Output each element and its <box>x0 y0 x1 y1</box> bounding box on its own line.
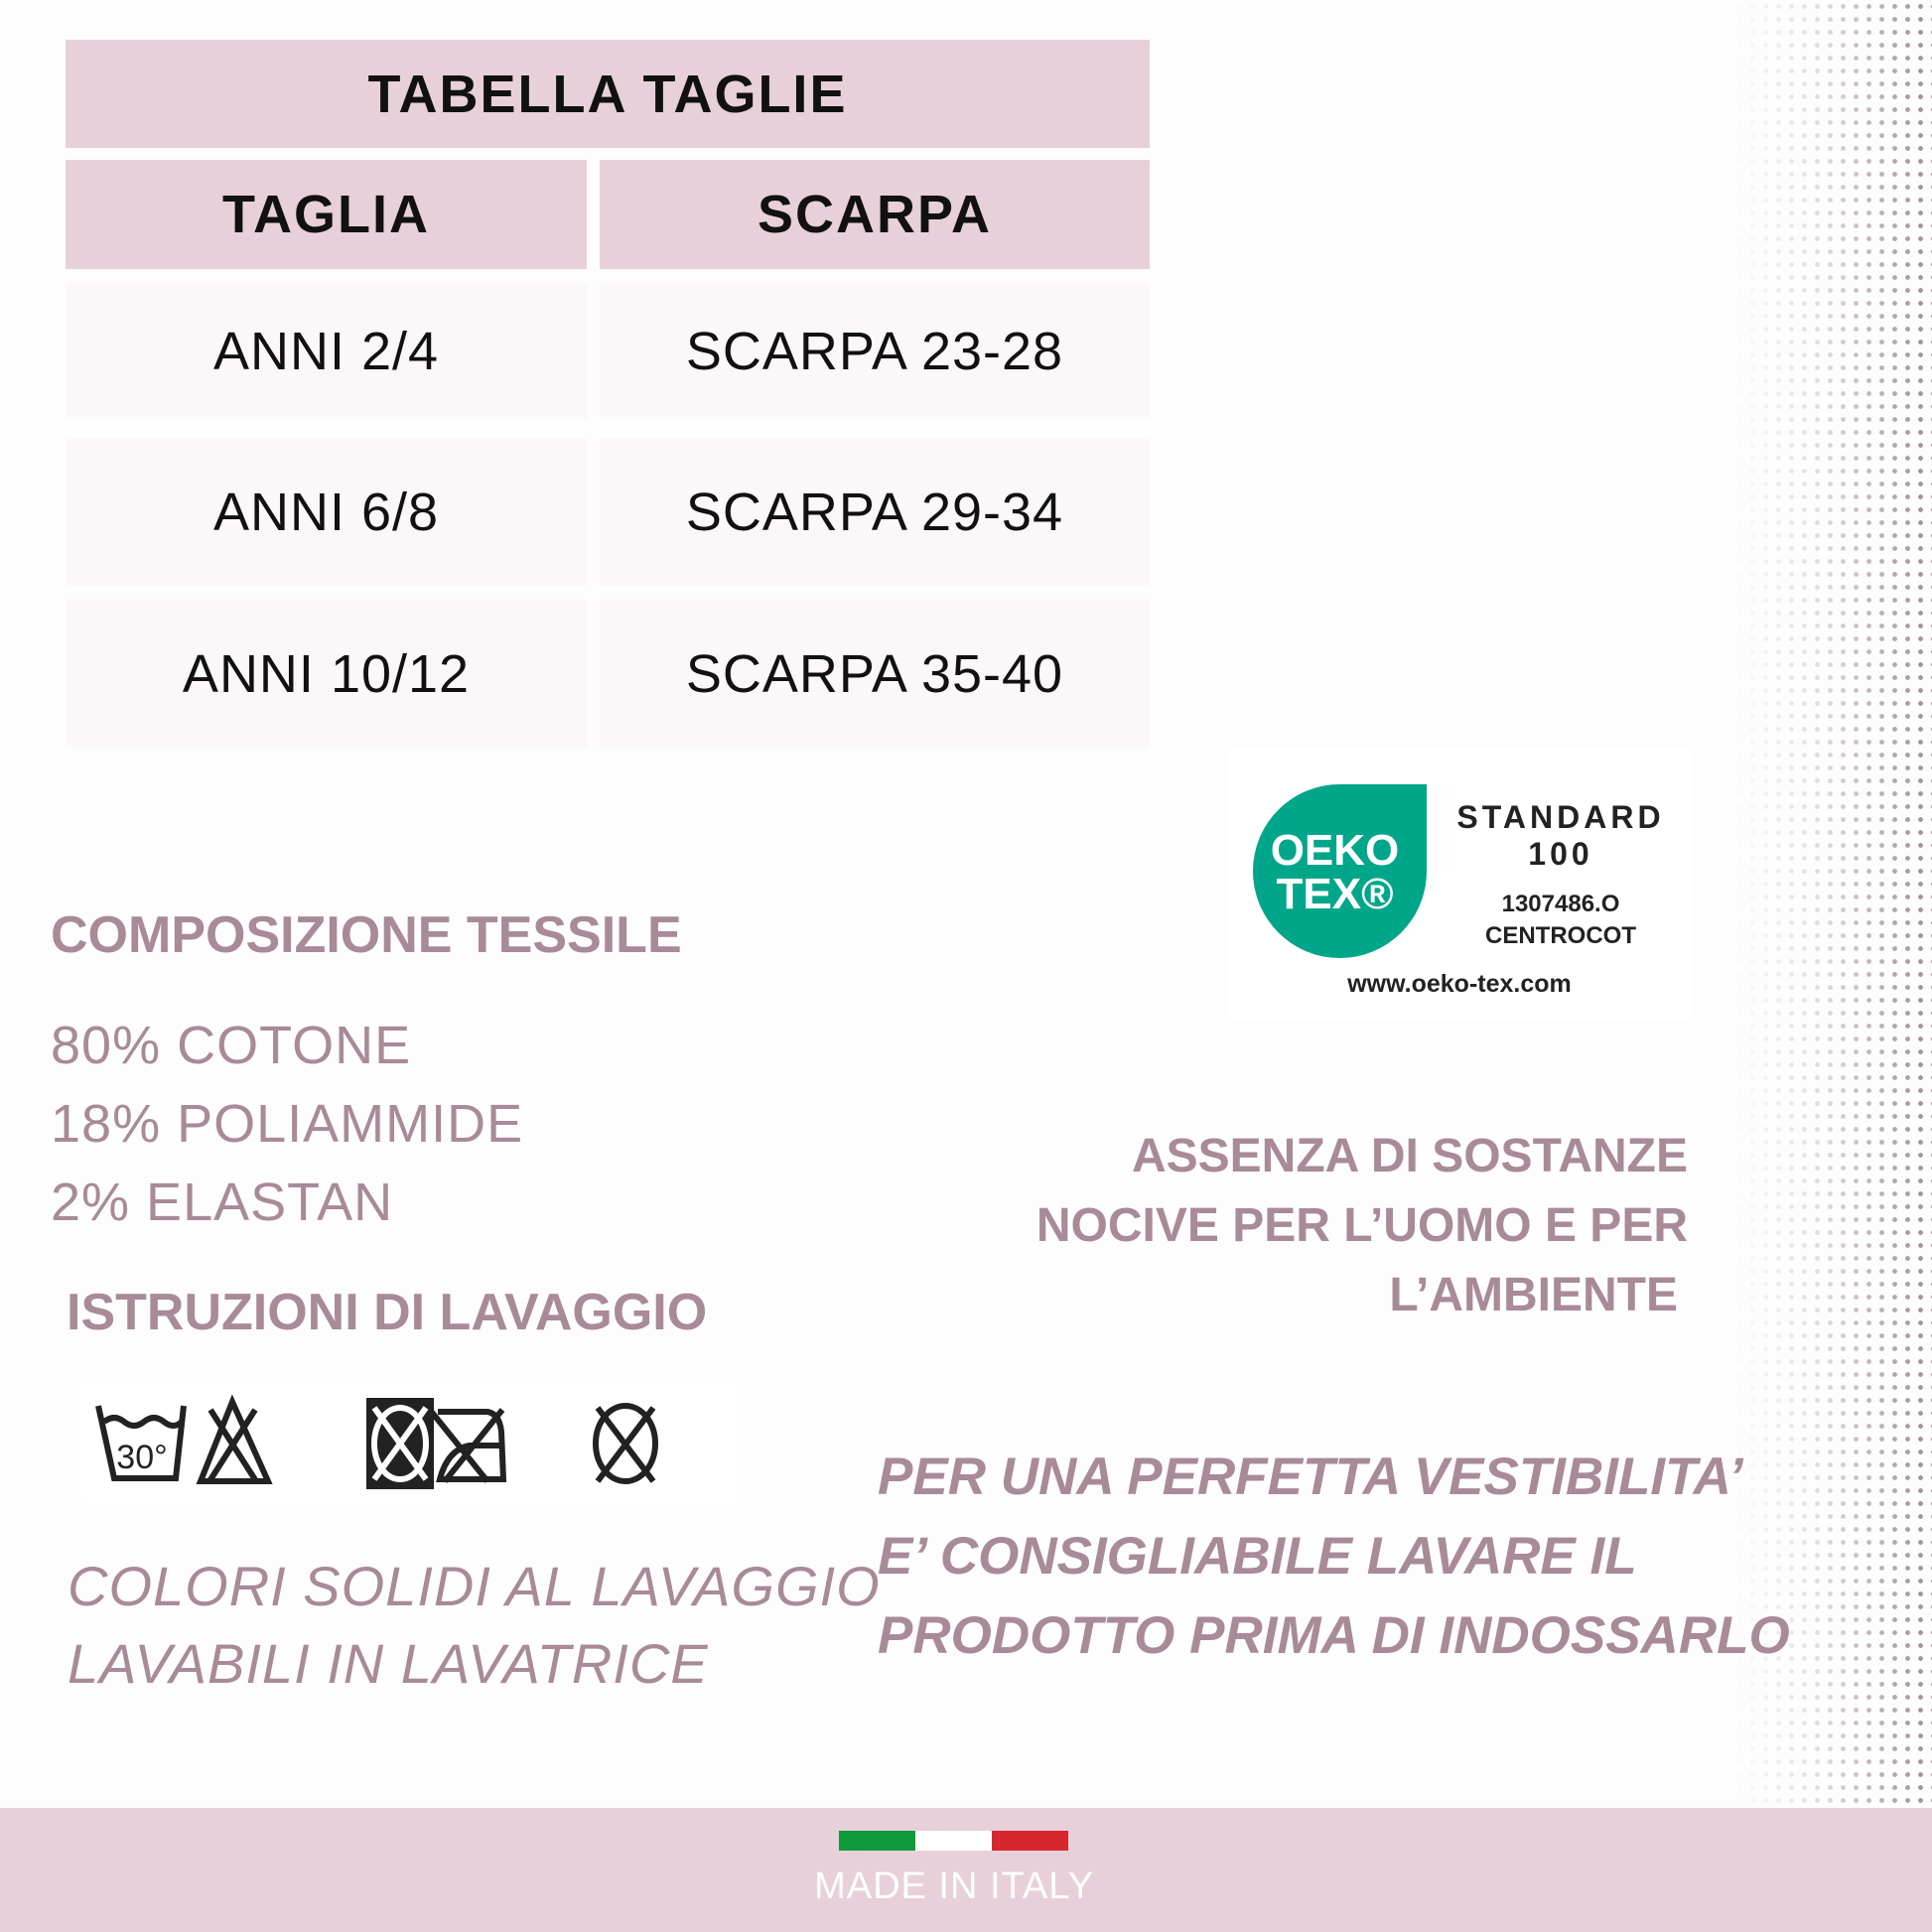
harmless-line: L’AMBIENTE <box>1389 1269 1678 1321</box>
table-cell: ANNI 6/8 <box>66 438 587 586</box>
table-cell: ANNI 2/4 <box>66 283 587 419</box>
certificate-code: 1307486.O <box>1501 891 1620 917</box>
standard-number: 100 <box>1528 836 1593 872</box>
care-symbols: 30° <box>80 1384 737 1503</box>
fit-note: PER UNA PERFETTA VESTIBILITA’ E’ CONSIGL… <box>878 1438 1790 1676</box>
harmless-line: NOCIVE PER L’UOMO E PER <box>1035 1199 1688 1252</box>
harmless-note: ASSENZA DI SOSTANZE NOCIVE PER L’UOMO E … <box>1036 1122 1688 1330</box>
washing-note: COLORI SOLIDI AL LAVAGGIO <box>68 1555 881 1617</box>
dot-pattern-decoration <box>1733 0 1932 1817</box>
wash-temp: 30° <box>116 1439 167 1476</box>
composition-title: COMPOSIZIONE TESSILE <box>51 906 682 964</box>
standard-label: STANDARD <box>1456 799 1665 835</box>
logo-line2: TEX® <box>1276 870 1394 918</box>
fit-note-line: PER UNA PERFETTA VESTIBILITA’ <box>878 1448 1743 1506</box>
washing-note: LAVABILI IN LAVATRICE <box>68 1632 709 1695</box>
institute: CENTROCOT <box>1485 922 1636 949</box>
table-cell: SCARPA 23-28 <box>600 283 1150 419</box>
footer-band: MADE IN ITALY <box>0 1808 1932 1932</box>
size-table-title: TABELLA TAGLIE <box>66 40 1150 148</box>
made-in-italy: MADE IN ITALY <box>814 1865 1094 1907</box>
table-cell: ANNI 10/12 <box>66 600 587 748</box>
logo-line1: OEKO <box>1270 826 1400 875</box>
table-cell: SCARPA 29-34 <box>600 438 1150 586</box>
no-tumble-dry-icon <box>366 1398 434 1489</box>
composition-item: 80% COTONE <box>51 1016 412 1075</box>
oeko-tex-logo: OEKO TEX® STANDARD 100 1307486.O CENTROC… <box>1228 750 1691 1019</box>
fit-note-line: E’ CONSIGLIABILE LAVARE IL <box>878 1527 1637 1586</box>
header-scarpa: SCARPA <box>600 160 1150 269</box>
harmless-line: ASSENZA DI SOSTANZE <box>1131 1130 1688 1182</box>
washing-title: ISTRUZIONI DI LAVAGGIO <box>67 1284 708 1341</box>
composition-item: 2% ELASTAN <box>51 1173 394 1232</box>
italian-flag-icon <box>839 1831 1068 1851</box>
no-bleach-icon <box>196 1394 273 1484</box>
table-cell: SCARPA 35-40 <box>600 600 1150 748</box>
no-iron-icon <box>427 1408 507 1483</box>
no-dry-clean-icon <box>593 1403 658 1484</box>
oeko-tex-url: www.oeko-tex.com <box>1347 970 1572 998</box>
oeko-tex-leaf-icon <box>1253 784 1427 958</box>
wash-30-icon <box>95 1405 187 1481</box>
header-taglia: TAGLIA <box>66 160 587 269</box>
fit-note-line: PRODOTTO PRIMA DI INDOSSARLO <box>878 1606 1790 1665</box>
composition-item: 18% POLIAMMIDE <box>51 1094 524 1154</box>
